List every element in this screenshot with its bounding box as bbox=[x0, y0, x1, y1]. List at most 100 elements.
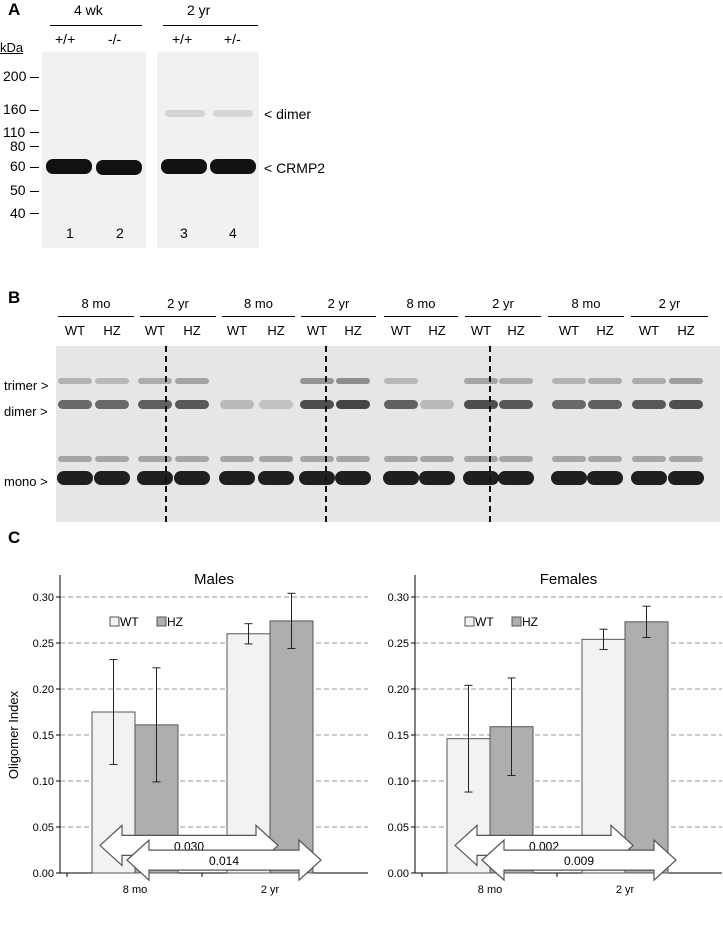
lane-genotype-label: WT bbox=[226, 323, 248, 338]
band-faint bbox=[669, 456, 703, 462]
band-label-dimer-b: dimer > bbox=[4, 404, 48, 419]
panel-b-label: B bbox=[8, 288, 21, 307]
age-group-label: 8 mo bbox=[81, 296, 111, 311]
bar-hz bbox=[269, 620, 314, 874]
y-tick-label: 0.15 bbox=[388, 730, 409, 742]
band-faint bbox=[336, 456, 370, 462]
band-trimer bbox=[588, 378, 622, 384]
legend-label-hz: HZ bbox=[522, 615, 538, 629]
group-line-4wk bbox=[50, 25, 142, 26]
band-dimer bbox=[588, 400, 622, 409]
band-mono bbox=[668, 471, 704, 485]
age-group-label: 2 yr bbox=[492, 296, 514, 311]
marker-200: 200 bbox=[3, 68, 27, 84]
age-group-line bbox=[222, 316, 295, 317]
band-mono bbox=[419, 471, 455, 485]
band-faint bbox=[384, 456, 418, 462]
x-tick-label: 8 mo bbox=[123, 884, 147, 896]
legend-swatch-wt bbox=[464, 616, 475, 627]
band-mono bbox=[299, 471, 335, 485]
chart-title: Females bbox=[540, 571, 598, 588]
band-trimer bbox=[384, 378, 418, 384]
panel-a-label: A bbox=[8, 0, 21, 19]
marker-tick-110 bbox=[30, 132, 39, 133]
marker-80: 80 bbox=[10, 138, 26, 154]
comparison-arrow bbox=[481, 838, 677, 882]
band-mono bbox=[631, 471, 667, 485]
band-mono bbox=[383, 471, 419, 485]
band-dimer bbox=[300, 400, 334, 409]
lane-genotype-label: HZ bbox=[507, 323, 525, 338]
band-faint bbox=[632, 456, 666, 462]
band-faint bbox=[420, 456, 454, 462]
band-mono bbox=[463, 471, 499, 485]
band-trimer bbox=[552, 378, 586, 384]
band-dimer bbox=[175, 400, 209, 409]
band-trimer bbox=[632, 378, 666, 384]
marker-40: 40 bbox=[10, 205, 26, 221]
y-tick-label: 0.20 bbox=[388, 684, 409, 696]
y-tick-label: 0.30 bbox=[33, 592, 54, 604]
band-dimer bbox=[58, 400, 92, 409]
marker-tick-160 bbox=[30, 110, 39, 111]
y-tick-label: 0.15 bbox=[33, 730, 54, 742]
lane-genotype-label: HZ bbox=[183, 323, 201, 338]
lane-separator bbox=[165, 346, 167, 522]
band-faint bbox=[499, 456, 533, 462]
marker-tick-80 bbox=[30, 146, 39, 147]
band-faint bbox=[300, 456, 334, 462]
marker-110: 110 bbox=[3, 124, 26, 140]
band-trimer bbox=[499, 378, 533, 384]
band-dimer bbox=[138, 400, 172, 409]
group-label-2yr: 2 yr bbox=[187, 2, 211, 18]
band-label-trimer: trimer > bbox=[4, 378, 49, 393]
band-trimer bbox=[58, 378, 92, 384]
marker-tick-40 bbox=[30, 213, 39, 214]
legend-swatch-hz bbox=[511, 616, 522, 627]
band-trimer bbox=[138, 378, 172, 384]
panel-c-charts: Oligomer Index 0.00 0.05 0.10 0.15 0.20 0.25 0.… bbox=[6, 571, 722, 896]
age-group-line bbox=[384, 316, 458, 317]
band-faint bbox=[464, 456, 498, 462]
band-crmp2-lane4 bbox=[210, 159, 256, 174]
band-trimer bbox=[175, 378, 209, 384]
age-group-line bbox=[548, 316, 624, 317]
marker-50: 50 bbox=[10, 182, 26, 198]
band-label-crmp2: < CRMP2 bbox=[264, 160, 326, 176]
lane-number-3: 3 bbox=[180, 225, 188, 241]
comparison-arrow bbox=[126, 838, 322, 882]
band-trimer bbox=[464, 378, 498, 384]
band-dimer bbox=[499, 400, 533, 409]
band-mono bbox=[258, 471, 294, 485]
band-faint bbox=[552, 456, 586, 462]
legend-label-hz: HZ bbox=[167, 615, 183, 629]
band-dimer bbox=[464, 400, 498, 409]
marker-tick-50 bbox=[30, 191, 39, 192]
lane-header-3: +/+ bbox=[172, 31, 193, 47]
lane-header-2: -/- bbox=[108, 31, 122, 47]
band-faint bbox=[175, 456, 209, 462]
marker-tick-60 bbox=[30, 167, 39, 168]
y-axis-label: Oligomer Index bbox=[6, 690, 21, 779]
age-group-line bbox=[465, 316, 541, 317]
y-tick-label: 0.20 bbox=[33, 684, 54, 696]
marker-160: 160 bbox=[3, 101, 27, 117]
band-dimer bbox=[384, 400, 418, 409]
band-dimer bbox=[552, 400, 586, 409]
lane-number-2: 2 bbox=[116, 225, 124, 241]
band-crmp2-lane1 bbox=[46, 159, 92, 174]
age-group-label: 8 mo bbox=[571, 296, 601, 311]
lane-genotype-label: WT bbox=[638, 323, 660, 338]
y-tick-label: 0.25 bbox=[388, 638, 409, 650]
lane-genotype-label: HZ bbox=[103, 323, 121, 338]
lane-number-1: 1 bbox=[66, 225, 74, 241]
band-dimer bbox=[220, 400, 254, 409]
lane-genotype-label: WT bbox=[144, 323, 166, 338]
blot-a-right: 3 4 bbox=[157, 52, 259, 248]
band-mono bbox=[498, 471, 534, 485]
lane-genotype-label: HZ bbox=[677, 323, 695, 338]
age-group-label: 2 yr bbox=[167, 296, 189, 311]
blot-a-left: 1 2 bbox=[42, 52, 146, 248]
bar-hz bbox=[624, 621, 669, 874]
band-mono bbox=[219, 471, 255, 485]
